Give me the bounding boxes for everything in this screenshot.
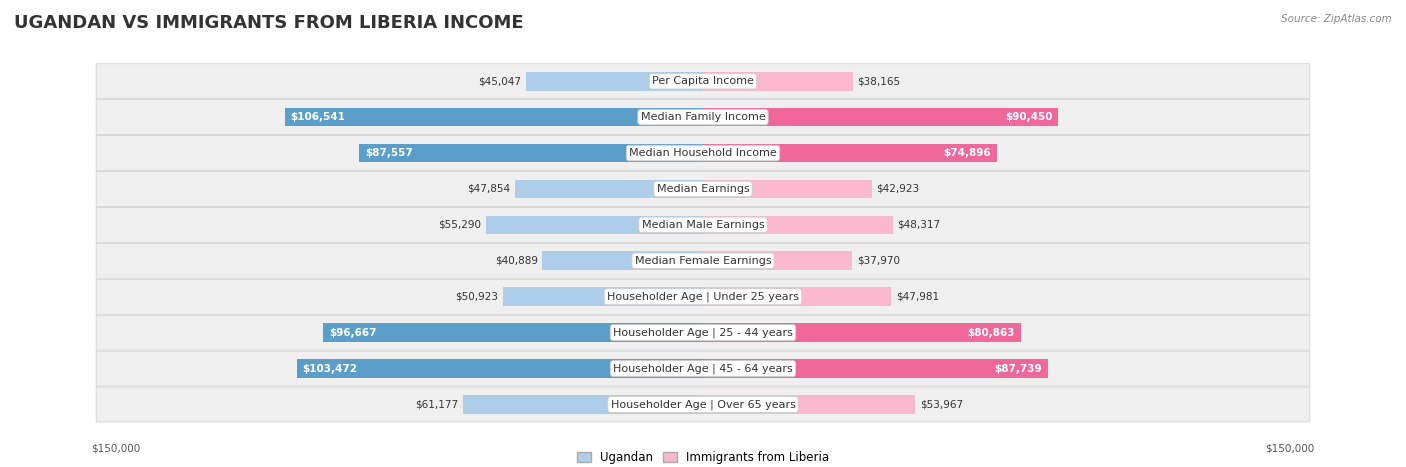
Text: Median Household Income: Median Household Income [628,148,778,158]
Bar [515,180,703,198]
Text: $42,923: $42,923 [876,184,920,194]
FancyBboxPatch shape [96,99,1310,134]
FancyBboxPatch shape [96,387,1310,422]
Text: Householder Age | 45 - 64 years: Householder Age | 45 - 64 years [613,363,793,374]
Text: $90,450: $90,450 [1005,112,1052,122]
Text: Source: ZipAtlas.com: Source: ZipAtlas.com [1281,14,1392,24]
Text: Per Capita Income: Per Capita Income [652,76,754,86]
FancyBboxPatch shape [96,279,1310,314]
Bar [463,395,703,414]
Text: $61,177: $61,177 [415,399,458,410]
Text: $37,970: $37,970 [856,256,900,266]
Text: $47,854: $47,854 [467,184,510,194]
Bar [543,251,703,270]
Text: $150,000: $150,000 [1265,443,1315,453]
Text: $80,863: $80,863 [967,328,1015,338]
Text: Median Family Income: Median Family Income [641,112,765,122]
Text: $38,165: $38,165 [858,76,901,86]
Text: Median Male Earnings: Median Male Earnings [641,220,765,230]
Text: $106,541: $106,541 [291,112,346,122]
Text: Median Earnings: Median Earnings [657,184,749,194]
Bar [703,216,893,234]
Text: $48,317: $48,317 [897,220,941,230]
Text: $87,557: $87,557 [366,148,413,158]
Bar [486,216,703,234]
Text: Householder Age | Over 65 years: Householder Age | Over 65 years [610,399,796,410]
Text: $45,047: $45,047 [478,76,522,86]
Text: $103,472: $103,472 [302,364,357,374]
FancyBboxPatch shape [96,351,1310,386]
Bar [503,287,703,306]
Bar [703,180,872,198]
FancyBboxPatch shape [96,315,1310,350]
Text: $96,667: $96,667 [329,328,377,338]
Text: $53,967: $53,967 [920,399,963,410]
Text: $50,923: $50,923 [456,292,498,302]
Bar [323,323,703,342]
FancyBboxPatch shape [96,243,1310,278]
Bar [703,359,1047,378]
Text: $47,981: $47,981 [896,292,939,302]
Text: $55,290: $55,290 [439,220,481,230]
FancyBboxPatch shape [96,171,1310,206]
Text: $40,889: $40,889 [495,256,537,266]
Legend: Ugandan, Immigrants from Liberia: Ugandan, Immigrants from Liberia [572,446,834,467]
Bar [703,287,891,306]
Bar [703,72,853,91]
Text: Median Female Earnings: Median Female Earnings [634,256,772,266]
Bar [703,395,915,414]
Bar [703,323,1021,342]
Text: Householder Age | 25 - 44 years: Householder Age | 25 - 44 years [613,327,793,338]
FancyBboxPatch shape [96,135,1310,170]
Bar [703,251,852,270]
Text: $87,739: $87,739 [994,364,1042,374]
Bar [297,359,703,378]
Bar [703,144,997,163]
Text: UGANDAN VS IMMIGRANTS FROM LIBERIA INCOME: UGANDAN VS IMMIGRANTS FROM LIBERIA INCOM… [14,14,523,32]
FancyBboxPatch shape [96,207,1310,242]
Bar [526,72,703,91]
Bar [359,144,703,163]
Text: $150,000: $150,000 [91,443,141,453]
Bar [703,108,1059,127]
Text: $74,896: $74,896 [943,148,991,158]
FancyBboxPatch shape [96,64,1310,99]
Bar [284,108,703,127]
Text: Householder Age | Under 25 years: Householder Age | Under 25 years [607,291,799,302]
